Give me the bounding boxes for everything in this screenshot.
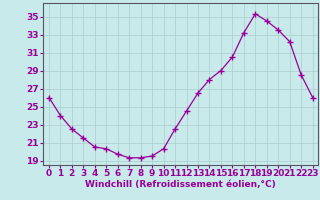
X-axis label: Windchill (Refroidissement éolien,°C): Windchill (Refroidissement éolien,°C)	[85, 180, 276, 189]
